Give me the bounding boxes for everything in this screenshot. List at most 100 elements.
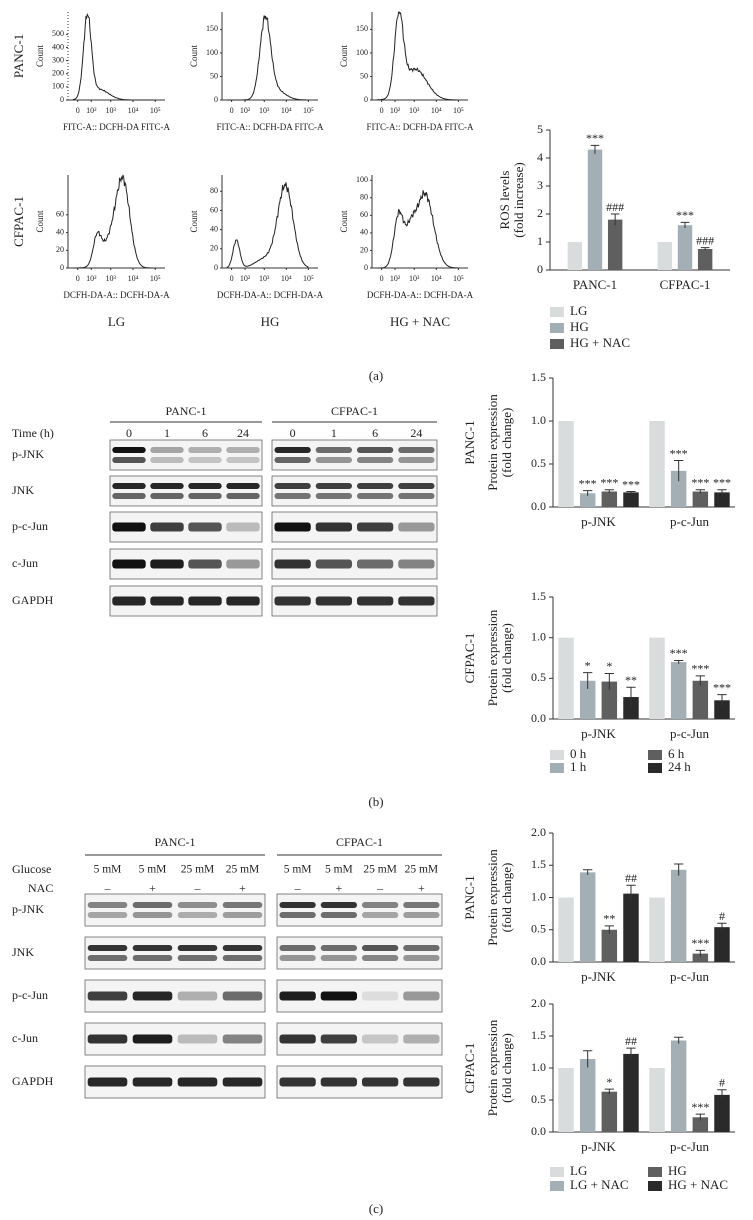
y-tick-label: 0 — [60, 95, 64, 104]
bar — [649, 421, 665, 507]
y-tick-label: 50 — [210, 71, 218, 80]
y-tick-label: 3 — [537, 178, 543, 192]
x-tick-label: p-JNK — [581, 726, 616, 741]
x-tick-label: 0 — [230, 274, 234, 283]
blot-band — [274, 559, 311, 569]
nac-value: – — [376, 881, 384, 895]
y-tick-label: 2.0 — [531, 825, 546, 839]
blot-band — [177, 1077, 218, 1087]
blot-frame — [276, 893, 443, 927]
error-bar — [717, 922, 727, 932]
legend-swatch — [648, 1181, 662, 1191]
blot-band — [403, 912, 440, 918]
x-tick-label: 10⁵ — [453, 106, 464, 115]
bar — [558, 897, 574, 962]
blot-band — [112, 596, 146, 606]
blot-band — [112, 447, 146, 453]
legend-swatch — [550, 1167, 564, 1177]
blot-band — [132, 902, 173, 908]
blot-band — [315, 457, 353, 463]
y-tick-label: 300 — [52, 55, 64, 64]
blot-row-label: p-c-Jun — [12, 988, 48, 1002]
x-tick-label: 10³ — [259, 274, 270, 283]
blot-band — [112, 559, 146, 569]
blot-band — [150, 596, 184, 606]
error-bar — [674, 659, 684, 664]
blot-band — [222, 991, 263, 1001]
lane-label: 1 — [331, 426, 337, 440]
blot-band — [320, 991, 358, 1001]
x-tick-label: 0 — [76, 274, 80, 283]
x-tick-label: 10⁵ — [150, 106, 161, 115]
blot-band — [356, 457, 394, 463]
bar — [649, 897, 665, 962]
blot-band — [188, 559, 222, 569]
y-tick-label: 0 — [214, 95, 218, 104]
y-tick-label: 100 — [356, 48, 368, 57]
blot-band — [356, 447, 394, 453]
x-tick-label: 0 — [76, 106, 80, 115]
lane-axis-label: Time (h) — [12, 426, 54, 440]
x-tick-label: 10⁵ — [303, 106, 314, 115]
x-tick-label: 0 — [230, 106, 234, 115]
blot-band — [356, 522, 394, 532]
blot-band — [274, 493, 311, 499]
blot-row-label: p-JNK — [12, 447, 44, 461]
blot-band — [361, 945, 399, 951]
row-label: PANC-1 — [11, 34, 26, 78]
y-tick-label: 0.5 — [531, 922, 546, 936]
y-tick-label: 40 — [360, 228, 368, 237]
y-tick-label: 400 — [52, 42, 64, 51]
legend-label: HG + NAC — [668, 1177, 728, 1192]
y-axis-label: Count — [35, 45, 45, 68]
blot-band — [315, 447, 353, 453]
nac-value: + — [239, 881, 246, 895]
bar — [649, 637, 665, 719]
blot-band — [398, 493, 435, 499]
row-label: PANC-1 — [462, 875, 477, 919]
bar — [677, 225, 693, 270]
y-axis-label: Count — [189, 45, 199, 68]
glucose-label: Glucose — [12, 862, 51, 876]
x-axis-label: DCFH-DA-A:: DCFH-DA-A — [367, 290, 474, 300]
significance-label: *** — [622, 477, 640, 491]
x-axis-label: FITC-A:: DCFH-DA FITC-A — [63, 122, 171, 132]
x-tick-label: p-c-Jun — [670, 726, 709, 741]
y-tick-label: 500 — [52, 29, 64, 38]
y-tick-label: 1 — [537, 234, 543, 248]
y-tick-label: 0.0 — [531, 954, 546, 968]
blot-band — [315, 483, 353, 489]
x-tick-label: 0 — [380, 106, 384, 115]
blot-band — [132, 1077, 173, 1087]
significance-label: # — [719, 909, 725, 923]
blot-band — [398, 559, 435, 569]
error-bar — [604, 925, 614, 934]
significance-label: ### — [696, 233, 714, 247]
bar — [670, 662, 687, 719]
x-tick-label: 10⁴ — [431, 274, 442, 283]
y-tick-label: 150 — [206, 24, 218, 33]
legend-label: LG — [570, 303, 587, 318]
blot-band — [222, 1034, 263, 1044]
blot-header: CFPAC-1 — [331, 404, 378, 418]
y-tick-label: 0 — [364, 263, 368, 272]
significance-label: *** — [670, 646, 688, 660]
bar — [623, 697, 639, 719]
blot-band — [87, 902, 128, 908]
bar — [692, 1117, 709, 1132]
blot-band — [188, 596, 222, 606]
y-tick-label: 60 — [360, 210, 368, 219]
x-tick-label: 10⁵ — [453, 274, 464, 283]
y-tick-label: 0.5 — [531, 1092, 546, 1106]
blot-band — [87, 1034, 128, 1044]
bar — [558, 1068, 574, 1132]
error-bar — [674, 1036, 684, 1044]
error-bar — [604, 489, 614, 494]
row-label: CFPAC-1 — [11, 196, 26, 247]
blot-band — [274, 457, 311, 463]
glucose-value: 25 mM — [363, 864, 397, 876]
y-tick-label: 50 — [360, 71, 368, 80]
significance-label: *** — [713, 476, 731, 490]
blot-band — [132, 991, 173, 1001]
column-label: HG — [261, 314, 280, 329]
